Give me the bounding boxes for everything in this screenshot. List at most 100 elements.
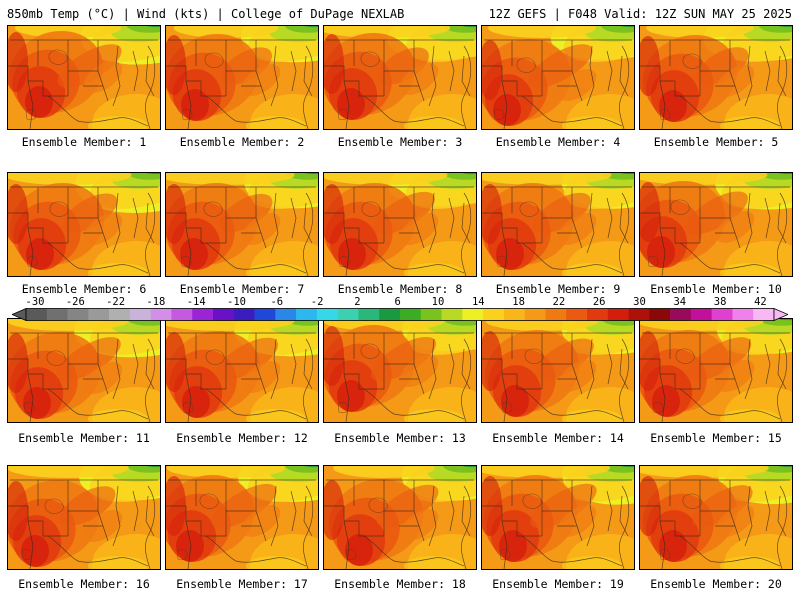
colorbar-bin xyxy=(400,308,422,321)
colorbar-bin xyxy=(524,308,546,321)
colorbar-bin xyxy=(67,308,89,321)
colorbar-bin xyxy=(441,308,463,321)
ensemble-member-label: Ensemble Member: 8 xyxy=(337,282,463,296)
temperature-map-12 xyxy=(166,319,318,422)
ensemble-member-label: Ensemble Member: 20 xyxy=(650,577,782,591)
colorbar-bin xyxy=(483,308,505,321)
temperature-colorbar xyxy=(12,308,788,321)
colorbar-bin xyxy=(296,308,318,321)
ensemble-map-panel-9 xyxy=(481,172,635,277)
ensemble-member-label: Ensemble Member: 14 xyxy=(492,431,624,445)
ensemble-member-label: Ensemble Member: 16 xyxy=(18,577,150,591)
ensemble-map-panel-4 xyxy=(481,25,635,130)
colorbar-bin xyxy=(732,308,754,321)
ensemble-member-label: Ensemble Member: 10 xyxy=(650,282,782,296)
ensemble-member-label: Ensemble Member: 15 xyxy=(650,431,782,445)
temperature-map-4 xyxy=(482,26,634,129)
colorbar-bin xyxy=(46,308,68,321)
temperature-map-5 xyxy=(640,26,792,129)
temperature-map-19 xyxy=(482,466,634,569)
ensemble-member-label: Ensemble Member: 1 xyxy=(21,135,147,149)
temperature-map-6 xyxy=(8,173,160,276)
ensemble-map-panel-12 xyxy=(165,318,319,423)
colorbar-bin xyxy=(192,308,214,321)
colorbar-bin xyxy=(171,308,193,321)
temperature-map-1 xyxy=(8,26,160,129)
temperature-map-9 xyxy=(482,173,634,276)
colorbar-bin xyxy=(711,308,733,321)
ensemble-member-label: Ensemble Member: 5 xyxy=(653,135,779,149)
colorbar-bin xyxy=(88,308,110,321)
colorbar-tick-label: 22 xyxy=(552,296,566,308)
colorbar-tick-label: -6 xyxy=(270,296,284,308)
temperature-map-14 xyxy=(482,319,634,422)
colorbar-right-arrow xyxy=(773,308,788,321)
colorbar-bin xyxy=(26,308,48,321)
colorbar-tick-label: -26 xyxy=(65,296,85,308)
colorbar-bin xyxy=(753,308,775,321)
ensemble-map-panel-8 xyxy=(323,172,477,277)
colorbar-tick-label: 34 xyxy=(673,296,687,308)
temperature-map-8 xyxy=(324,173,476,276)
colorbar-left-arrow xyxy=(12,308,27,321)
ensemble-map-panel-5 xyxy=(639,25,793,130)
colorbar-bin xyxy=(337,308,359,321)
ensemble-member-label: Ensemble Member: 12 xyxy=(176,431,308,445)
colorbar-tick-label: -14 xyxy=(186,296,206,308)
ensemble-map-panel-14 xyxy=(481,318,635,423)
ensemble-member-label: Ensemble Member: 6 xyxy=(21,282,147,296)
colorbar-bin xyxy=(462,308,484,321)
colorbar-tick-label: 38 xyxy=(713,296,727,308)
colorbar-tick-label: 14 xyxy=(471,296,485,308)
ensemble-map-panel-11 xyxy=(7,318,161,423)
map-header-valid-time: 12Z GEFS | F048 Valid: 12Z SUN MAY 25 20… xyxy=(488,7,792,21)
colorbar-bin xyxy=(150,308,172,321)
ensemble-member-label: Ensemble Member: 18 xyxy=(334,577,466,591)
ensemble-map-panel-16 xyxy=(7,465,161,570)
colorbar-tick-label: -22 xyxy=(106,296,126,308)
colorbar-bin xyxy=(213,308,235,321)
map-header-title: 850mb Temp (°C) | Wind (kts) | College o… xyxy=(7,7,405,21)
temperature-map-18 xyxy=(324,466,476,569)
ensemble-member-label: Ensemble Member: 9 xyxy=(495,282,621,296)
colorbar-tick-label: 6 xyxy=(394,296,401,308)
ensemble-map-panel-17 xyxy=(165,465,319,570)
colorbar-tick-label: -2 xyxy=(310,296,324,308)
colorbar-tick-label: -10 xyxy=(227,296,246,308)
colorbar-bin xyxy=(503,308,525,321)
ensemble-map-panel-15 xyxy=(639,318,793,423)
ensemble-map-panel-1 xyxy=(7,25,161,130)
colorbar-bin xyxy=(316,308,338,321)
temperature-map-2 xyxy=(166,26,318,129)
colorbar-tick-label: -30 xyxy=(25,296,45,308)
ensemble-map-panel-10 xyxy=(639,172,793,277)
ensemble-map-panel-3 xyxy=(323,25,477,130)
ensemble-map-panel-20 xyxy=(639,465,793,570)
colorbar-bin xyxy=(607,308,629,321)
temperature-map-20 xyxy=(640,466,792,569)
ensemble-map-panel-13 xyxy=(323,318,477,423)
ensemble-member-label: Ensemble Member: 3 xyxy=(337,135,463,149)
temperature-map-16 xyxy=(8,466,160,569)
colorbar-tick-label: 2 xyxy=(354,296,361,308)
ensemble-map-panel-7 xyxy=(165,172,319,277)
ensemble-member-label: Ensemble Member: 4 xyxy=(495,135,621,149)
ensemble-map-panel-2 xyxy=(165,25,319,130)
colorbar-bin xyxy=(545,308,567,321)
temperature-map-13 xyxy=(324,319,476,422)
colorbar-bin xyxy=(628,308,650,321)
colorbar-bin xyxy=(566,308,588,321)
ensemble-member-label: Ensemble Member: 13 xyxy=(334,431,466,445)
colorbar-bin xyxy=(420,308,442,321)
ensemble-member-label: Ensemble Member: 17 xyxy=(176,577,308,591)
colorbar-bin xyxy=(129,308,151,321)
colorbar-bin xyxy=(690,308,712,321)
colorbar-bin xyxy=(379,308,401,321)
temperature-map-15 xyxy=(640,319,792,422)
temperature-map-7 xyxy=(166,173,318,276)
colorbar-bin xyxy=(670,308,692,321)
colorbar-tick-label: 30 xyxy=(633,296,646,308)
colorbar-bin xyxy=(109,308,131,321)
colorbar-tick-label: 18 xyxy=(512,296,525,308)
colorbar-tick-label: 42 xyxy=(754,296,767,308)
